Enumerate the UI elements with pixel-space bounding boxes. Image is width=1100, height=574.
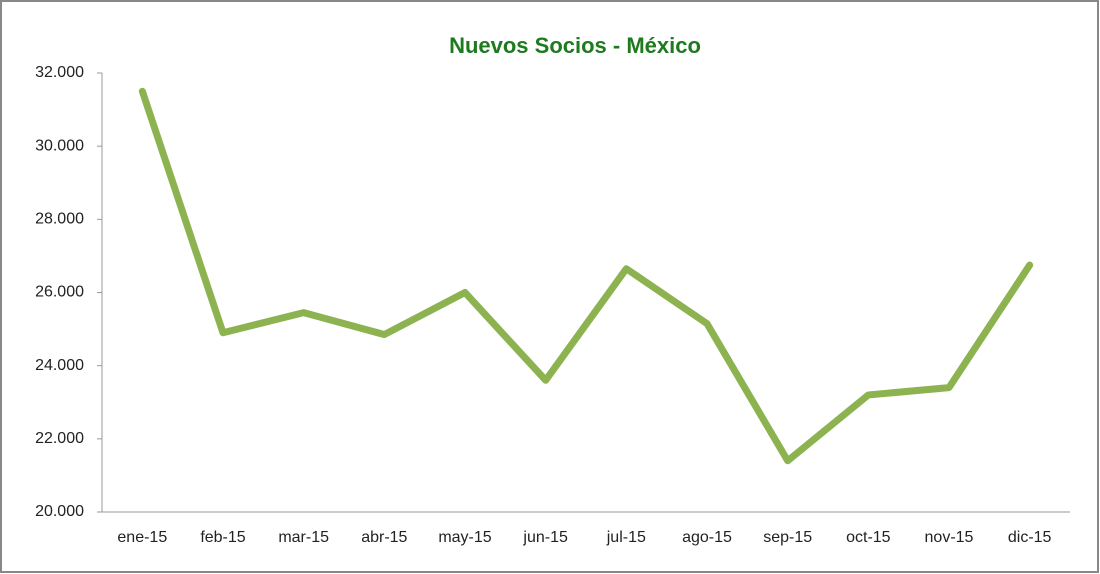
y-tick-label: 30.000 — [35, 137, 84, 154]
x-tick-label: sep-15 — [763, 529, 812, 546]
y-tick-label: 20.000 — [35, 503, 84, 520]
y-tick-label: 28.000 — [35, 211, 84, 228]
x-tick-label: dic-15 — [1008, 529, 1052, 546]
y-tick-label: 32.000 — [35, 64, 84, 81]
x-tick-label: nov-15 — [925, 529, 974, 546]
x-tick-label: oct-15 — [846, 529, 891, 546]
series-line — [138, 87, 1034, 465]
chart-title: Nuevos Socios - México — [449, 33, 701, 58]
y-tick-label: 26.000 — [35, 284, 84, 301]
x-tick-label: abr-15 — [361, 529, 407, 546]
x-tick-label: jul-15 — [606, 529, 646, 546]
x-tick-label: may-15 — [438, 529, 491, 546]
x-tick-label: mar-15 — [278, 529, 329, 546]
y-tick-label: 22.000 — [35, 430, 84, 447]
x-tick-label: jun-15 — [522, 529, 568, 546]
y-tick-label: 24.000 — [35, 357, 84, 374]
x-tick-label: ago-15 — [682, 529, 732, 546]
x-tick-label: feb-15 — [200, 529, 245, 546]
x-tick-label: ene-15 — [117, 529, 167, 546]
